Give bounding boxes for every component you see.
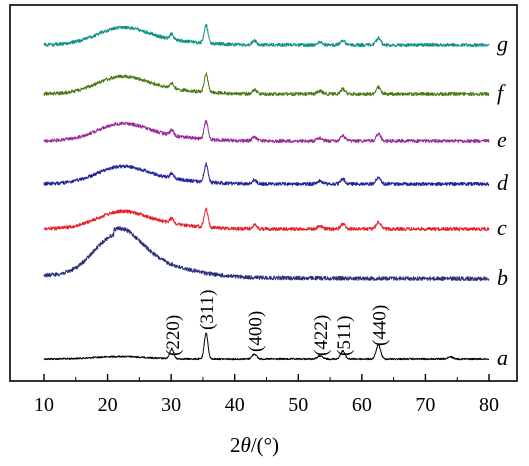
series-label-g: g: [497, 31, 508, 56]
peak-label-311: (311): [197, 290, 218, 330]
x-tick-label-70: 70: [415, 394, 435, 416]
series-label-d: d: [497, 170, 509, 195]
peak-labels: (220) (311) (400) (422) (511) (440): [163, 290, 391, 356]
x-tick-label-20: 20: [98, 394, 118, 416]
series-group: [43, 24, 490, 361]
series-line-g: [43, 24, 490, 48]
x-tick-label-80: 80: [479, 394, 499, 416]
series-line-e: [43, 119, 490, 144]
series-label-b: b: [497, 265, 508, 290]
series-line-a: [43, 332, 490, 361]
series-line-f: [43, 72, 490, 97]
series-line-d: [43, 162, 490, 187]
series-label-a: a: [497, 345, 508, 370]
x-axis-tick-labels: 10 20 30 40 50 60 70 80: [34, 394, 499, 416]
x-tick-label-40: 40: [225, 394, 245, 416]
peak-label-400: (400): [245, 311, 266, 352]
series-label-e: e: [497, 127, 507, 152]
series-line-b: [43, 226, 490, 282]
x-tick-label-30: 30: [161, 394, 181, 416]
x-tick-label-60: 60: [352, 394, 372, 416]
series-label-f: f: [497, 80, 506, 105]
x-tick-label-10: 10: [34, 394, 54, 416]
x-axis-label: 2θ/(°): [230, 433, 279, 457]
peak-label-220: (220): [163, 315, 184, 356]
peak-label-422: (422): [311, 315, 332, 356]
x-axis-ticks: [43, 374, 490, 381]
plot-frame: [9, 4, 518, 382]
peak-label-440: (440): [369, 305, 390, 346]
x-tick-label-50: 50: [288, 394, 308, 416]
series-label-c: c: [497, 215, 507, 240]
series-line-c: [43, 207, 490, 232]
peak-label-511: (511): [334, 316, 355, 356]
